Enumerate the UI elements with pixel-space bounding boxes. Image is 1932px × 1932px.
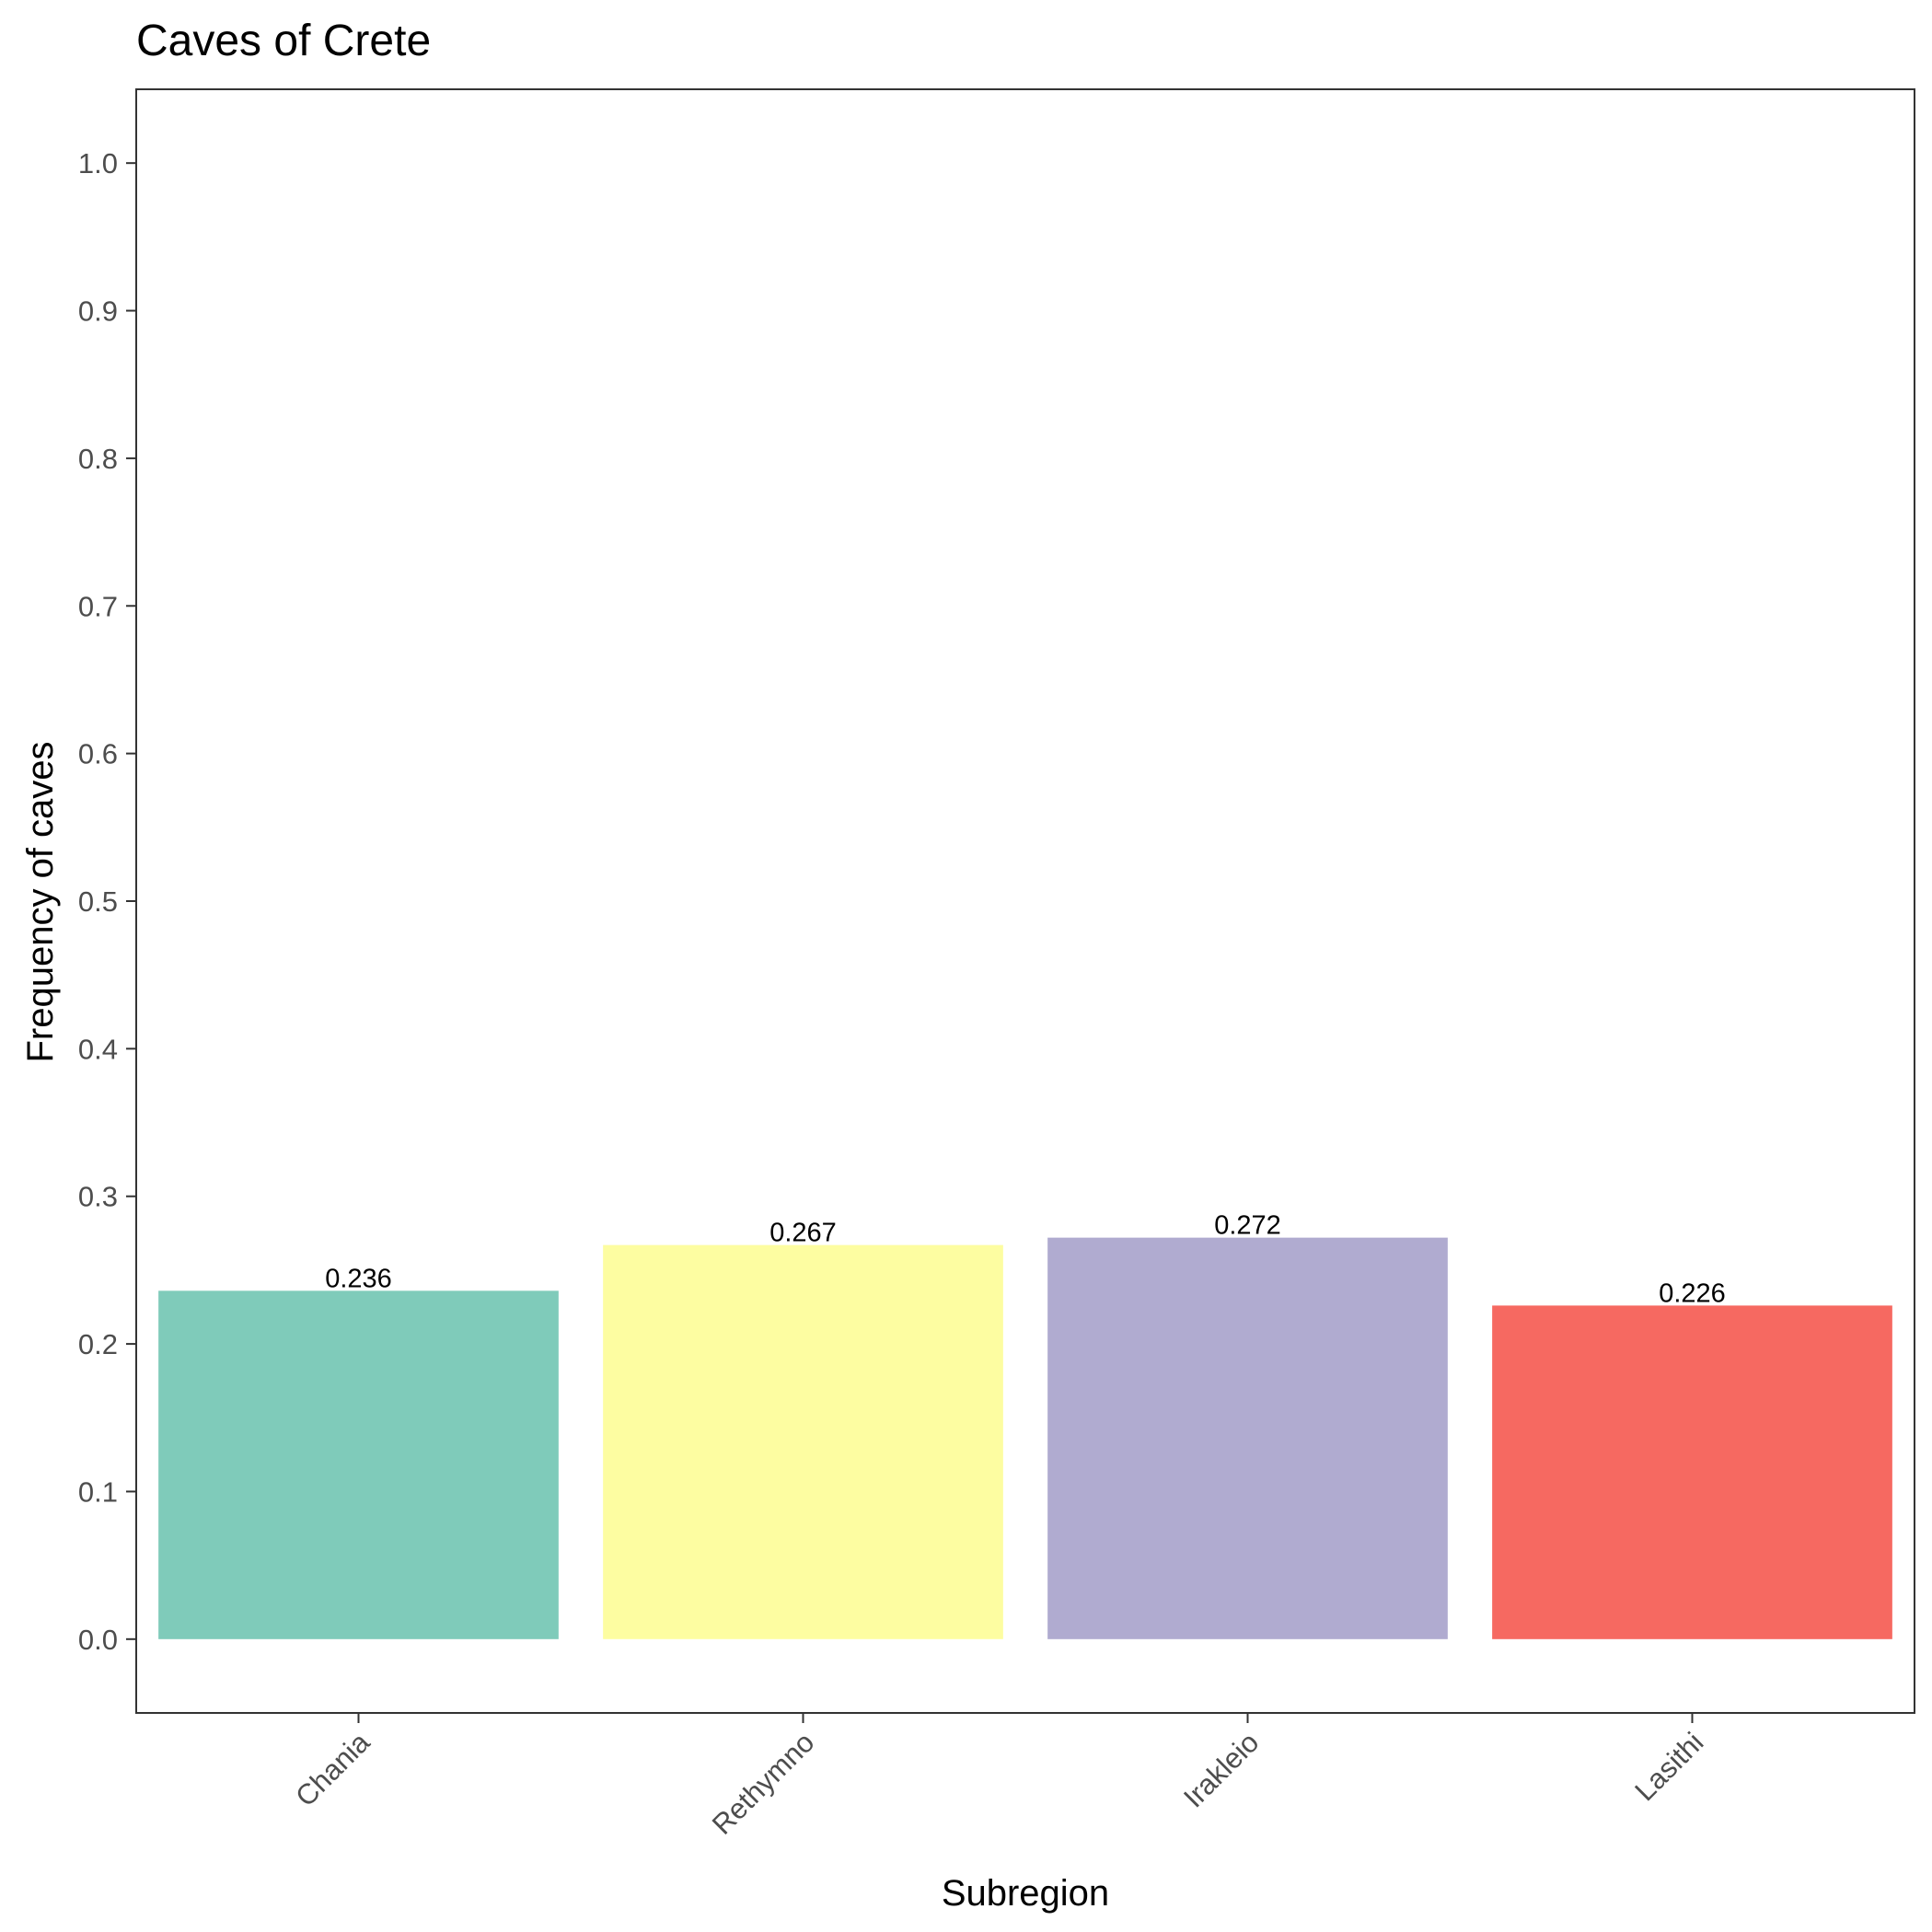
x-tick-label-chania: Chania <box>289 1726 376 1813</box>
y-tick-label: 0.7 <box>78 590 118 622</box>
plot-area: 0.236 0.267 0.272 0.226 0.0 0.1 0.2 0.3 0.4 0.5 0.… <box>78 88 1915 1841</box>
data-label-lasithi: 0.226 <box>1659 1278 1726 1308</box>
y-tick-label: 0.8 <box>78 443 118 475</box>
y-tick-label: 0.5 <box>78 885 118 918</box>
y-tick-label: 0.6 <box>78 738 118 770</box>
data-label-chania: 0.236 <box>325 1264 392 1293</box>
y-tick-label: 0.0 <box>78 1624 118 1656</box>
x-axis-title: Subregion <box>942 1873 1109 1914</box>
y-tick-label: 0.9 <box>78 295 118 328</box>
x-tick-label-rethymno: Rethymno <box>706 1726 821 1841</box>
y-tick-label: 0.3 <box>78 1181 118 1213</box>
bar-rethymno <box>603 1244 1003 1639</box>
y-tick-label: 0.2 <box>78 1328 118 1360</box>
data-label-irakleio: 0.272 <box>1214 1211 1281 1241</box>
y-tick-label: 0.4 <box>78 1033 118 1065</box>
y-axis-title: Frequency of caves <box>20 741 61 1062</box>
y-tick-label: 1.0 <box>78 147 118 179</box>
bar-irakleio <box>1047 1237 1448 1639</box>
data-label-rethymno: 0.267 <box>769 1219 837 1248</box>
bar-chania <box>158 1290 559 1639</box>
chart-title: Caves of Crete <box>136 17 431 65</box>
bar-lasithi <box>1492 1305 1892 1639</box>
x-tick-label-lasithi: Lasithi <box>1628 1726 1709 1807</box>
x-tick-label-irakleio: Irakleio <box>1177 1726 1265 1813</box>
y-tick-label: 0.1 <box>78 1475 118 1508</box>
